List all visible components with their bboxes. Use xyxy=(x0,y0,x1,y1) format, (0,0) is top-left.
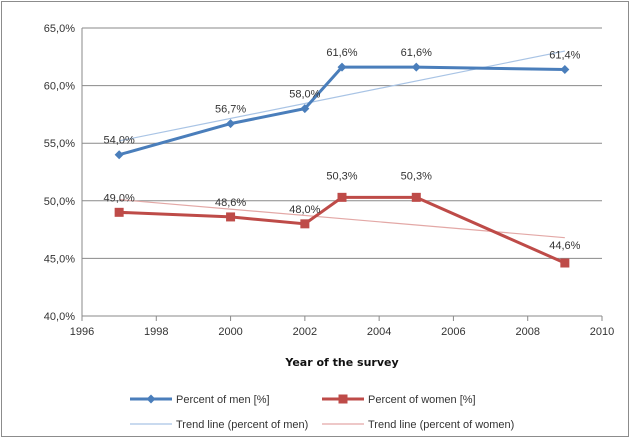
y-tick-label: 65,0% xyxy=(44,23,75,35)
x-tick-label: 2010 xyxy=(590,326,614,338)
data-label: 56,7% xyxy=(215,104,246,116)
x-tick-label: 1996 xyxy=(70,326,94,338)
data-point xyxy=(560,258,570,268)
data-point xyxy=(114,207,124,217)
data-point xyxy=(300,219,310,229)
series-line xyxy=(118,65,565,157)
data-point xyxy=(411,62,421,72)
data-point xyxy=(226,212,236,222)
data-point xyxy=(114,150,124,160)
data-label: 58,0% xyxy=(289,89,320,101)
x-tick-label: 2008 xyxy=(515,326,539,338)
data-label: 50,3% xyxy=(401,170,432,182)
y-tick-label: 45,0% xyxy=(44,253,75,265)
y-tick-label: 55,0% xyxy=(44,138,75,150)
data-point xyxy=(300,104,310,114)
data-label: 61,4% xyxy=(549,49,580,61)
data-label: 61,6% xyxy=(326,47,357,59)
y-tick-label: 50,0% xyxy=(44,196,75,208)
x-tick-label: 2000 xyxy=(218,326,242,338)
data-label: 49,0% xyxy=(104,192,135,204)
data-point xyxy=(560,64,570,74)
data-label: 48,6% xyxy=(215,197,246,209)
y-tick-label: 60,0% xyxy=(44,81,75,93)
trend-line xyxy=(119,50,565,142)
data-label: 61,6% xyxy=(401,47,432,59)
data-label: 48,0% xyxy=(289,204,320,216)
legend-label: Percent of men [%] xyxy=(176,394,270,406)
data-point xyxy=(337,62,347,72)
x-tick-label: 2002 xyxy=(293,326,317,338)
data-point xyxy=(226,119,236,129)
legend-label: Percent of women [%] xyxy=(368,394,476,406)
legend-marker xyxy=(338,394,348,404)
x-axis-title: Year of the survey xyxy=(284,356,398,369)
data-label: 50,3% xyxy=(326,170,357,182)
x-tick-label: 2006 xyxy=(441,326,465,338)
data-label: 54,0% xyxy=(104,135,135,147)
legend-label: Trend line (percent of men) xyxy=(176,419,308,431)
data-point xyxy=(411,192,421,202)
series-line xyxy=(119,195,566,265)
y-tick-label: 40,0% xyxy=(44,311,75,323)
data-point xyxy=(337,192,347,202)
legend-marker xyxy=(146,394,156,404)
data-label: 44,6% xyxy=(549,240,580,252)
x-tick-label: 1998 xyxy=(144,326,168,338)
x-tick-label: 2004 xyxy=(367,326,391,338)
legend-label: Trend line (percent of women) xyxy=(368,419,514,431)
